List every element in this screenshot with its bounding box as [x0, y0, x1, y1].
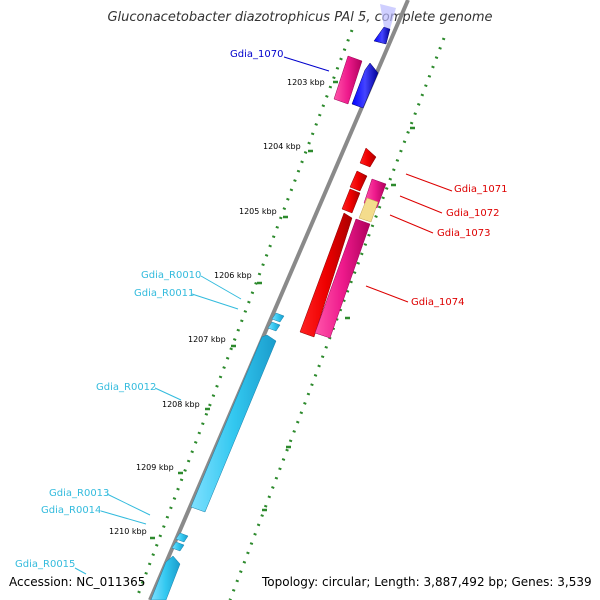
gene-label-R0011[interactable]: Gdia_R0011 — [134, 288, 194, 299]
kbp-label-1209: 1209 kbp — [136, 463, 174, 472]
gene-block-cyan-long[interactable] — [190, 334, 277, 513]
gene-block-1073[interactable] — [358, 197, 379, 223]
kbp-label-1210: 1210 kbp — [109, 527, 147, 536]
gene-label-1070[interactable]: Gdia_1070 — [230, 49, 283, 60]
tick-track-left — [134, 29, 354, 600]
gene-block-R0013[interactable] — [175, 532, 189, 543]
gene-block-1074[interactable] — [314, 218, 371, 339]
gene-block-red-1204[interactable] — [359, 147, 377, 168]
gene-block-R0014[interactable] — [171, 541, 185, 552]
gene-label-1074[interactable]: Gdia_1074 — [411, 297, 464, 308]
gene-label-1073[interactable]: Gdia_1073 — [437, 228, 490, 239]
kbp-label-1206: 1206 kbp — [214, 271, 252, 280]
gene-block-R0011[interactable] — [267, 321, 281, 332]
kbp-label-1205: 1205 kbp — [239, 207, 277, 216]
page-title: Gluconacetobacter diazotrophicus PAl 5, … — [107, 10, 493, 25]
topology-text: Topology: circular; Length: 3,887,492 bp… — [262, 575, 592, 589]
tick-track-right — [228, 37, 446, 600]
gene-label-R0013[interactable]: Gdia_R0013 — [49, 488, 109, 499]
kbp-label-1208: 1208 kbp — [162, 400, 200, 409]
gene-block-blue-faded — [380, 4, 396, 29]
gene-block-R0015[interactable] — [150, 555, 181, 600]
gene-block-R0010[interactable] — [271, 312, 285, 323]
gene-block-red-a[interactable] — [349, 170, 368, 192]
gene-block-1072[interactable] — [341, 188, 361, 214]
gene-block-1070[interactable] — [351, 62, 379, 109]
kbp-label-1203: 1203 kbp — [287, 78, 325, 87]
label-leaders — [74, 56, 453, 575]
gene-label-R0015[interactable]: Gdia_R0015 — [15, 559, 75, 570]
kbp-label-1207: 1207 kbp — [188, 335, 226, 344]
gene-block-pink-1070[interactable] — [333, 55, 363, 105]
gene-label-1072[interactable]: Gdia_1072 — [446, 208, 499, 219]
kbp-label-1204: 1204 kbp — [263, 142, 301, 151]
major-ticks — [150, 80, 415, 540]
gene-label-R0010[interactable]: Gdia_R0010 — [141, 270, 201, 281]
gene-label-R0014[interactable]: Gdia_R0014 — [41, 505, 101, 516]
gene-block-red-long[interactable] — [299, 212, 353, 338]
gene-label-R0012[interactable]: Gdia_R0012 — [96, 382, 156, 393]
gene-label-1071[interactable]: Gdia_1071 — [454, 184, 507, 195]
accession-text: Accession: NC_011365 — [9, 575, 146, 589]
gene-block-blue-top[interactable] — [373, 26, 391, 45]
